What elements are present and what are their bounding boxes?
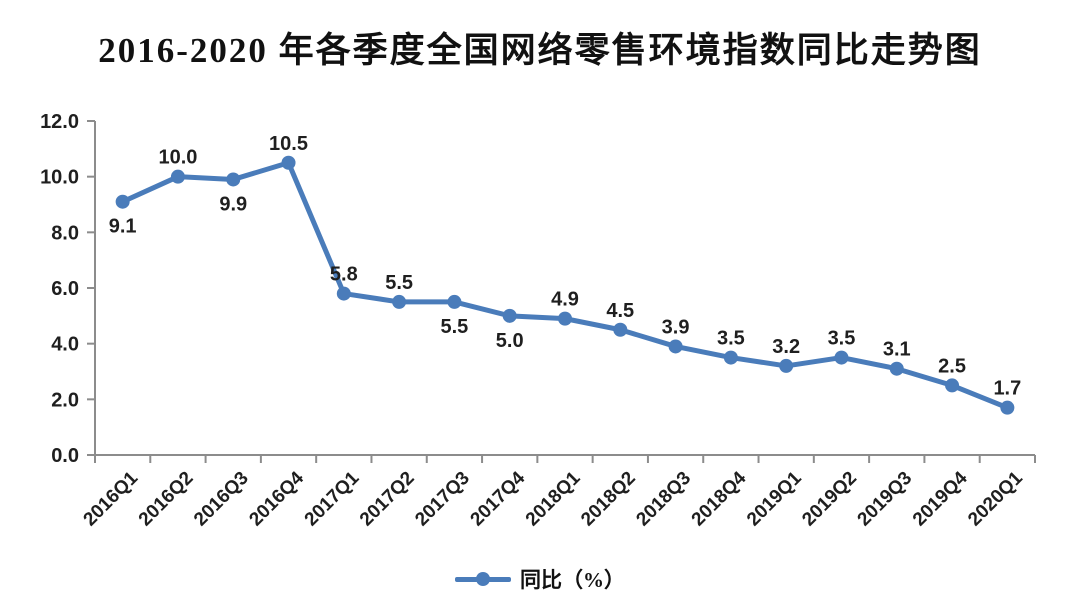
x-axis-tick-label: 2017Q4 xyxy=(467,467,530,530)
y-axis-tick-label: 4.0 xyxy=(51,334,79,356)
data-point-label: 1.7 xyxy=(993,378,1021,400)
chart-legend: 同比（%） xyxy=(0,564,1080,594)
x-axis-tick-label: 2017Q3 xyxy=(411,468,474,531)
data-point-marker xyxy=(502,308,517,323)
x-axis-tick-label: 2016Q3 xyxy=(190,468,253,531)
y-axis-tick-label: 12.0 xyxy=(40,111,79,133)
x-axis-tick-label: 2019Q3 xyxy=(854,468,917,531)
x-axis-tick-label: 2020Q1 xyxy=(964,467,1027,530)
data-point-label: 5.8 xyxy=(330,264,358,286)
y-axis-tick-label: 10.0 xyxy=(40,167,79,189)
x-axis-tick-label: 2018Q1 xyxy=(522,467,585,530)
y-axis-tick-label: 2.0 xyxy=(51,389,79,411)
x-axis-tick-label: 2019Q1 xyxy=(743,467,806,530)
data-point-label: 4.5 xyxy=(606,300,634,322)
data-point-marker xyxy=(889,361,904,376)
y-axis-tick-label: 6.0 xyxy=(51,278,79,300)
legend-line-marker-icon xyxy=(455,572,511,586)
data-point-marker xyxy=(945,378,960,393)
data-point-marker xyxy=(336,286,351,301)
data-point-label: 3.2 xyxy=(772,336,800,358)
data-point-marker xyxy=(779,358,794,373)
data-point-label: 3.5 xyxy=(828,328,856,350)
data-point-marker xyxy=(668,339,683,354)
data-point-label: 10.0 xyxy=(158,147,197,169)
legend-dot-icon xyxy=(476,572,490,586)
x-axis-tick-label: 2018Q4 xyxy=(688,467,751,530)
data-point-label: 9.1 xyxy=(109,216,137,238)
data-point-label: 3.9 xyxy=(662,316,690,338)
data-point-label: 10.5 xyxy=(269,133,308,155)
series-line xyxy=(120,160,1010,411)
x-axis-tick-label: 2017Q2 xyxy=(356,468,419,531)
data-point-marker xyxy=(447,294,462,309)
data-point-marker xyxy=(558,311,572,326)
data-point-marker xyxy=(115,194,130,209)
data-point-marker xyxy=(226,172,241,187)
x-axis-tick-label: 2019Q4 xyxy=(909,467,972,530)
x-axis-tick-label: 2018Q2 xyxy=(577,468,640,531)
data-point-label: 3.1 xyxy=(883,339,911,361)
legend-series-label: 同比（%） xyxy=(520,568,625,592)
data-point-marker xyxy=(834,350,849,365)
y-axis-tick-label: 0.0 xyxy=(51,445,79,467)
data-point-label: 5.5 xyxy=(385,272,413,294)
data-point-label: 4.9 xyxy=(551,289,579,311)
x-axis-tick-label: 2016Q4 xyxy=(245,467,308,530)
x-axis-tick-label: 2016Q1 xyxy=(80,467,143,530)
data-point-label: 3.5 xyxy=(717,328,745,350)
data-point-marker xyxy=(613,322,628,337)
x-axis-tick-label: 2018Q3 xyxy=(632,468,695,531)
data-point-marker xyxy=(170,169,185,184)
data-point-marker xyxy=(723,350,738,365)
x-axis-tick-label: 2019Q2 xyxy=(798,468,861,531)
data-point-marker xyxy=(281,155,296,170)
x-axis-tick-label: 2017Q1 xyxy=(301,467,364,530)
x-axis-tick-label: 2016Q2 xyxy=(135,468,198,531)
data-point-label: 5.5 xyxy=(441,316,469,338)
y-axis-tick-label: 8.0 xyxy=(51,222,79,244)
chart-title: 2016-2020 年各季度全国网络零售环境指数同比走势图 xyxy=(98,31,982,70)
data-point-label: 5.0 xyxy=(496,330,524,352)
data-point-label: 9.9 xyxy=(219,193,247,215)
data-point-marker xyxy=(1000,400,1015,415)
data-point-marker xyxy=(392,294,407,309)
data-point-label: 2.5 xyxy=(938,355,966,377)
